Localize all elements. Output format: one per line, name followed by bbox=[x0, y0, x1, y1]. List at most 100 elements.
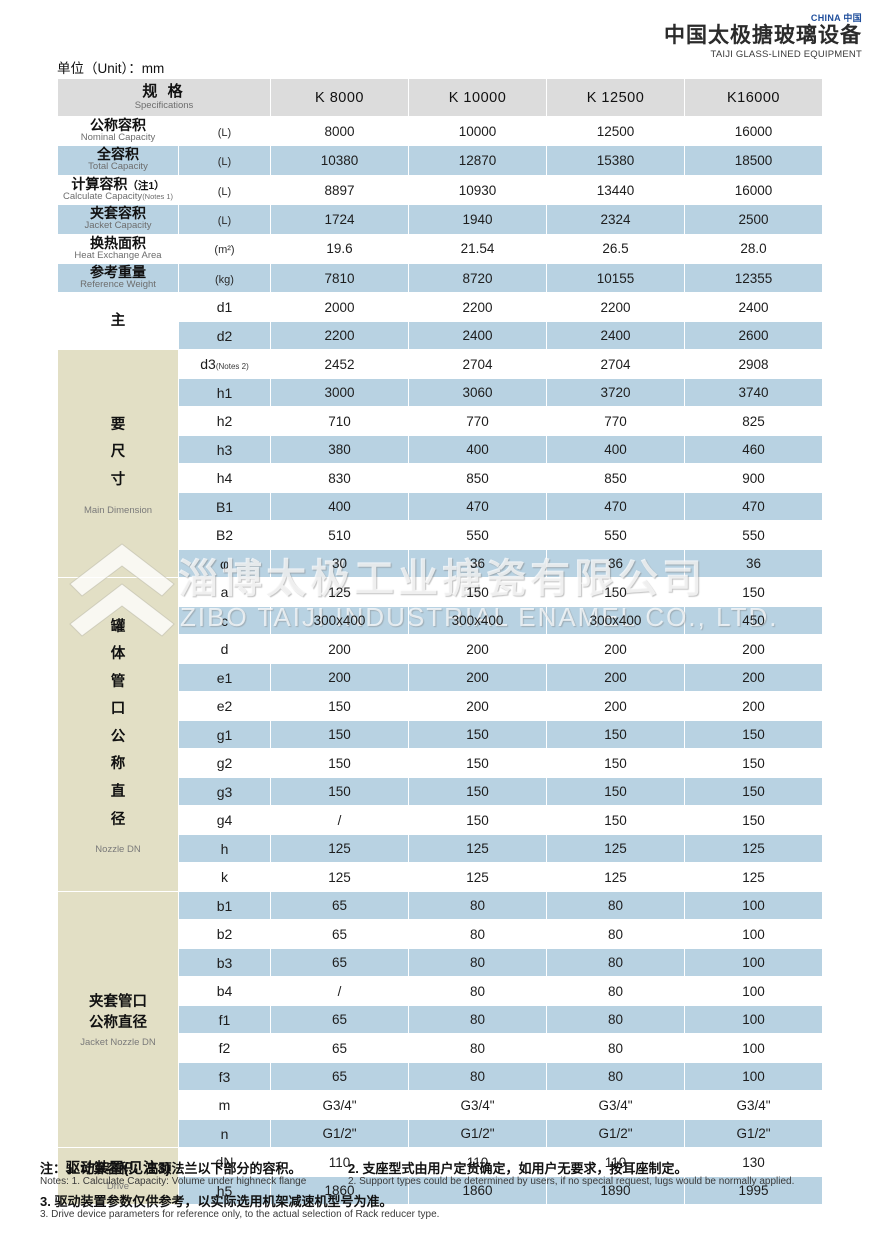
dimension-symbol: g3 bbox=[178, 776, 271, 807]
table-row: 参考重量 Reference Weight (kg) 7810 8720 10155 1… bbox=[57, 263, 823, 294]
table-cell: 30 bbox=[270, 548, 409, 579]
table-cell: 300x400 bbox=[408, 605, 547, 636]
table-cell: 80 bbox=[408, 890, 547, 921]
dimension-symbol: h bbox=[178, 833, 271, 864]
table-cell: 150 bbox=[408, 776, 547, 807]
table-cell: 80 bbox=[546, 890, 685, 921]
table-cell: / bbox=[270, 976, 409, 1006]
table-cell: 470 bbox=[684, 491, 823, 522]
table-row: 驱动装置(见注3) Drive dN 110 110 110 130 bbox=[57, 1147, 823, 1206]
dimension-symbol: d bbox=[178, 634, 271, 664]
table-cell: 12870 bbox=[408, 145, 547, 176]
table-cell: 10155 bbox=[546, 263, 685, 294]
dimension-symbol: b3 bbox=[178, 947, 271, 978]
table-cell: 850 bbox=[408, 463, 547, 493]
table-row: 要 尺 寸 Main Dimension d3(Notes 2) 2452 2704 2… bbox=[57, 349, 823, 579]
table-cell: 125 bbox=[408, 833, 547, 864]
table-cell: 1995 bbox=[684, 1175, 823, 1206]
dimension-symbol: B1 bbox=[178, 491, 271, 522]
note-1-cn: 注：1. 计算容积：高颈法兰以下部分的容积。 bbox=[40, 1161, 302, 1176]
header-model: K 8000 bbox=[270, 78, 409, 117]
header-specifications: 规 格 Specifications bbox=[57, 78, 271, 117]
table-cell: 2200 bbox=[270, 320, 409, 351]
table-cell: G3/4" bbox=[408, 1090, 547, 1120]
table-cell: 200 bbox=[546, 691, 685, 721]
dimension-symbol: h1 bbox=[178, 377, 271, 408]
table-row: g1 150 150 150 150 bbox=[58, 719, 823, 750]
table-cell: 80 bbox=[408, 1004, 547, 1035]
brand-country: CHINA 中国 bbox=[810, 13, 862, 23]
table-cell: 80 bbox=[546, 976, 685, 1006]
table-cell: 100 bbox=[684, 919, 823, 949]
table-cell: 450 bbox=[684, 605, 823, 636]
table-cell: 2400 bbox=[546, 320, 685, 351]
table-cell: 80 bbox=[546, 1033, 685, 1063]
property-unit: (m²) bbox=[178, 233, 271, 265]
section-label-top: 主 bbox=[57, 292, 179, 351]
header-model: K 12500 bbox=[546, 78, 685, 117]
table-cell: 2600 bbox=[684, 320, 823, 351]
section-label: 罐 体 管 口 公 称 直 径 Nozzle DN bbox=[57, 577, 179, 892]
table-cell: 150 bbox=[408, 805, 547, 835]
table-cell: 8897 bbox=[270, 174, 409, 206]
table-row: 夹套管口 公称直径 Jacket Nozzle DN b1 65 80 80 100 bbox=[57, 890, 823, 1149]
table-cell: 18500 bbox=[684, 145, 823, 176]
table-cell: 100 bbox=[684, 947, 823, 978]
table-cell: 7810 bbox=[270, 263, 409, 294]
table-cell: 80 bbox=[546, 947, 685, 978]
table-row: c 300x400 300x400 300x400 450 bbox=[58, 605, 823, 636]
property-label: 计算容积（注1） Calculate Capacity(Notes 1) bbox=[57, 174, 179, 206]
dimension-symbol: d3(Notes 2) bbox=[178, 349, 271, 379]
table-cell: 150 bbox=[270, 748, 409, 778]
table-cell: 150 bbox=[270, 719, 409, 750]
table-row: 主 d1 2000 2200 2200 2400 bbox=[57, 292, 823, 351]
table-cell: 36 bbox=[546, 548, 685, 579]
dimension-symbol: B2 bbox=[178, 520, 271, 550]
table-row: b4/80 80 100 bbox=[58, 976, 823, 1006]
table-cell: 150 bbox=[684, 748, 823, 778]
header-model: K16000 bbox=[684, 78, 823, 117]
table-cell: 110 bbox=[546, 1147, 685, 1177]
table-cell: 200 bbox=[684, 634, 823, 664]
table-cell: 125 bbox=[546, 862, 685, 892]
table-cell: 110 bbox=[270, 1147, 409, 1177]
table-cell: 12355 bbox=[684, 263, 823, 294]
dimension-symbol: b4 bbox=[178, 976, 271, 1006]
note-3-cn: 3. 驱动装置参数仅供参考，以实际选用机架减速机型号为准。 bbox=[40, 1194, 393, 1209]
table-row: h1 3000 3060 3720 3740 bbox=[58, 377, 823, 408]
dimension-symbol: f1 bbox=[178, 1004, 271, 1035]
table-row: g4/150 150 150 bbox=[58, 805, 823, 835]
specification-table-wrapper: 规 格 Specifications K 8000 K 10000 K 1250… bbox=[57, 78, 823, 1206]
section-label: 驱动装置(见注3) Drive bbox=[57, 1147, 179, 1206]
table-cell: 80 bbox=[546, 1061, 685, 1092]
table-cell: 15380 bbox=[546, 145, 685, 176]
table-row: f3 65 80 80 100 bbox=[58, 1061, 823, 1092]
note-2-en: 2. Support types could be determined by … bbox=[348, 1176, 795, 1187]
property-label: 夹套容积 Jacket Capacity bbox=[57, 204, 179, 235]
property-unit: (L) bbox=[178, 145, 271, 176]
table-row: k 125 125 125 125 bbox=[58, 862, 823, 892]
table-cell: 150 bbox=[684, 577, 823, 607]
table-cell: 65 bbox=[270, 1061, 409, 1092]
dimension-symbol: e1 bbox=[178, 662, 271, 693]
table-row: e1 200 200 200 200 bbox=[58, 662, 823, 693]
table-row: 夹套容积 Jacket Capacity (L) 1724 1940 2324 2500 bbox=[57, 204, 823, 235]
table-cell: 26.5 bbox=[546, 233, 685, 265]
table-cell: 65 bbox=[270, 1033, 409, 1063]
table-cell: 770 bbox=[546, 406, 685, 436]
table-cell: 400 bbox=[408, 434, 547, 465]
footnotes: 注：1. 计算容积：高颈法兰以下部分的容积。 2. 支座型式由用户定货确定，如用… bbox=[40, 1158, 852, 1224]
brand-name-cn: 中国太极搪玻璃设备 bbox=[664, 24, 862, 48]
table-cell: 150 bbox=[408, 748, 547, 778]
table-cell: 510 bbox=[270, 520, 409, 550]
table-row: d2 2200 2400 2400 2600 bbox=[58, 320, 823, 351]
dimension-symbol: h5 bbox=[178, 1175, 271, 1206]
table-cell: 2704 bbox=[546, 349, 685, 379]
table-cell: 21.54 bbox=[408, 233, 547, 265]
dimension-symbol: m bbox=[178, 1090, 271, 1120]
table-row: 换热面积 Heat Exchange Area (m²) 19.6 21.54 26.… bbox=[57, 233, 823, 265]
table-cell: 65 bbox=[270, 890, 409, 921]
brand-name-en: TAIJI GLASS-LINED EQUIPMENT bbox=[710, 49, 862, 61]
table-cell: 125 bbox=[546, 833, 685, 864]
table-cell: 900 bbox=[684, 463, 823, 493]
